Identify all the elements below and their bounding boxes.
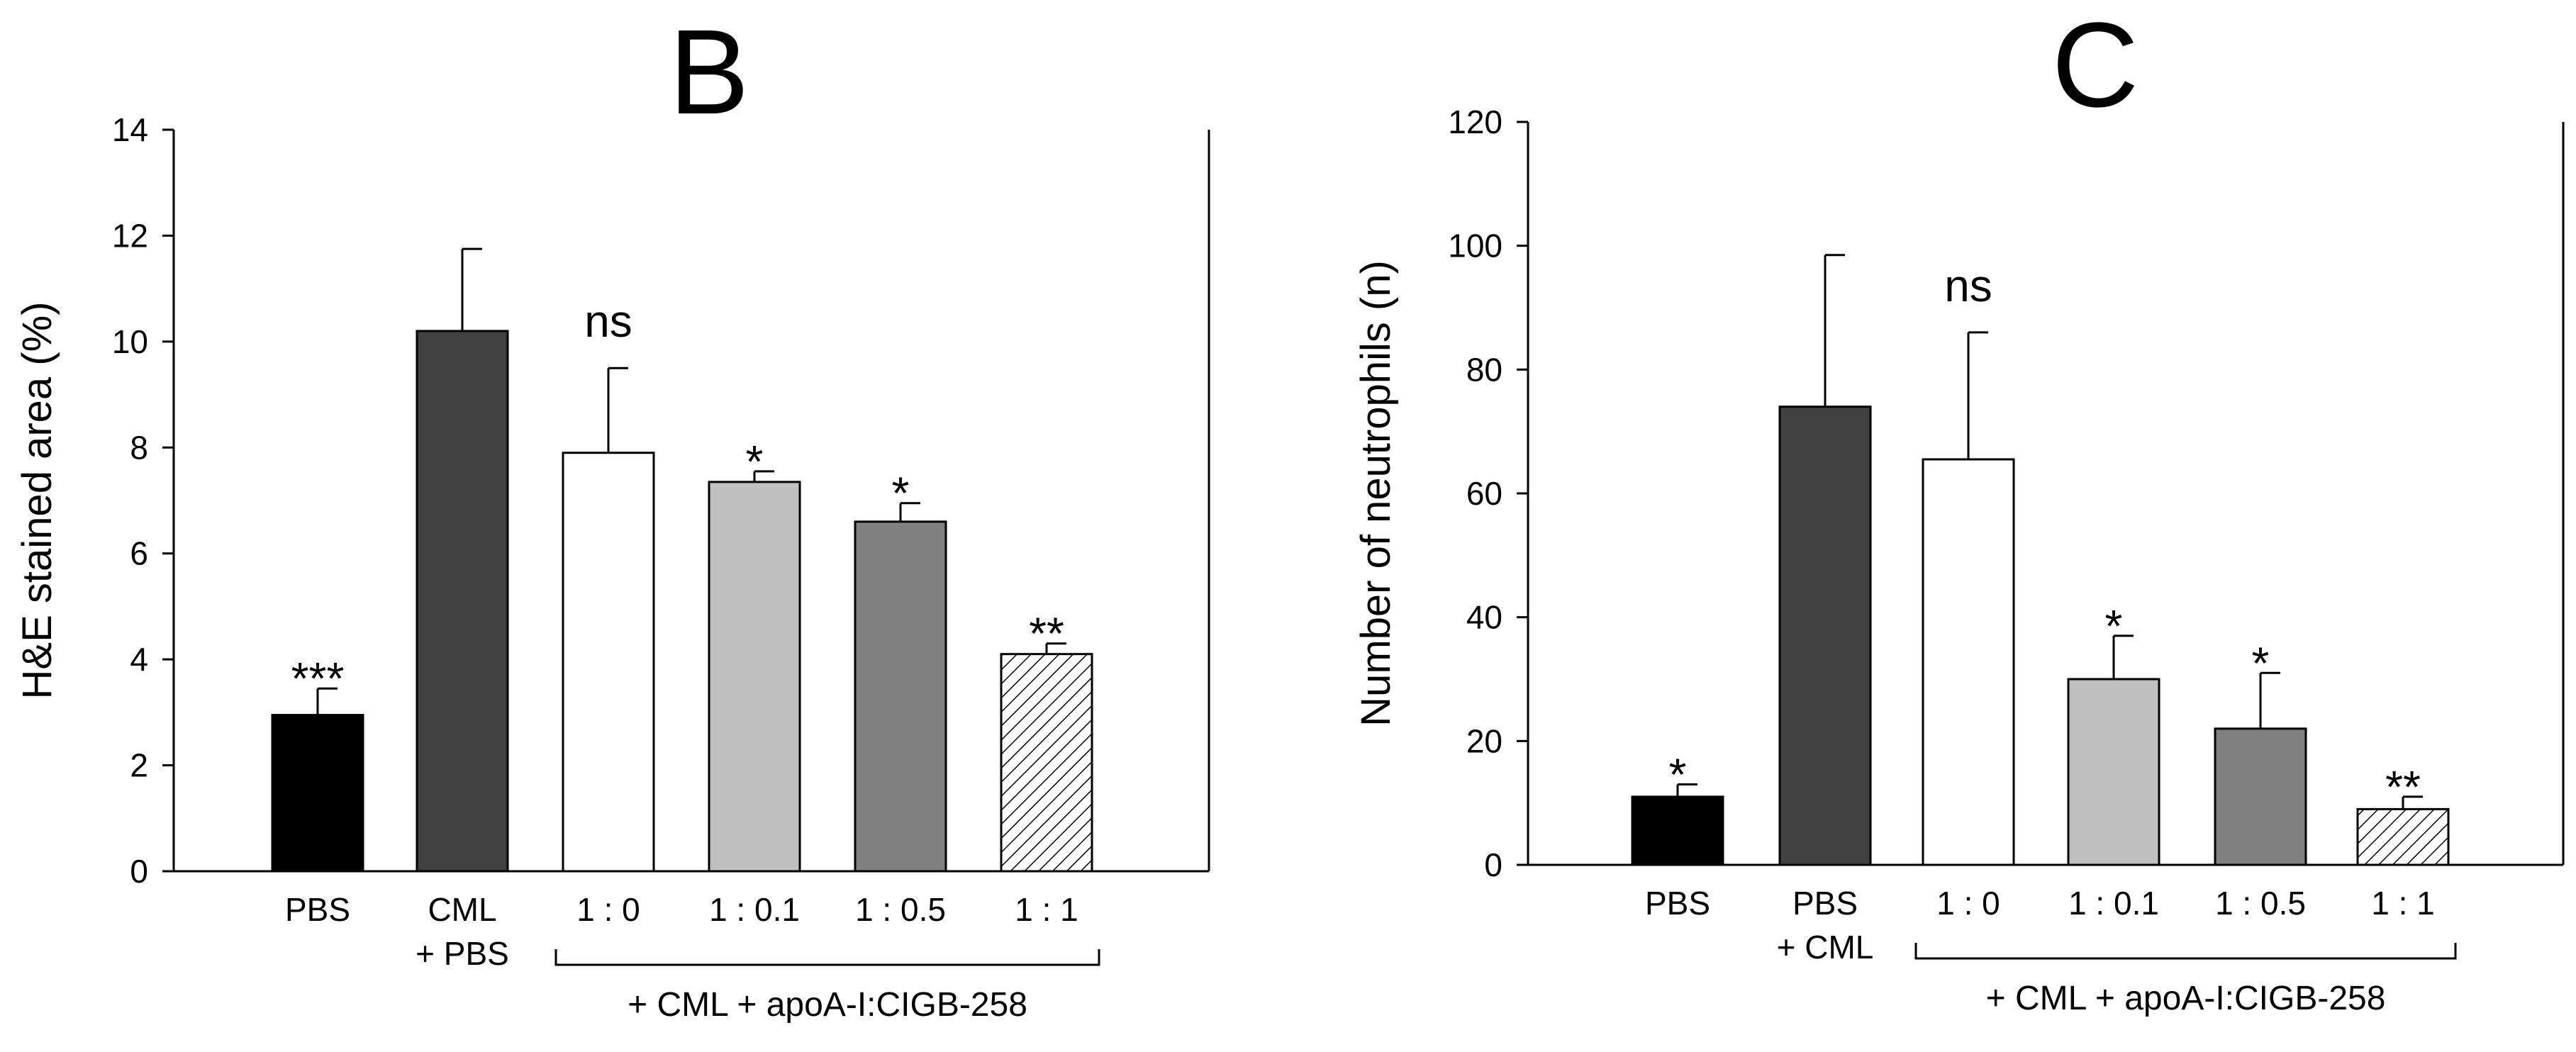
- category-label: 1 : 0.1: [2068, 885, 2159, 922]
- group-bracket: [554, 949, 1100, 966]
- y-tick-label: 2: [130, 747, 148, 784]
- y-tick-label: 40: [1466, 599, 1502, 636]
- y-tick-label: 0: [130, 853, 148, 890]
- bar: [2214, 727, 2307, 866]
- category-label: 1 : 0.1: [709, 891, 800, 928]
- bar: [2067, 678, 2160, 866]
- category-label: + PBS: [416, 935, 509, 972]
- significance-label: **: [1029, 608, 1064, 659]
- y-tick-label: 20: [1466, 722, 1502, 759]
- significance-label: *: [2105, 600, 2123, 651]
- y-axis-label: Number of neutrophils (n): [1353, 260, 1399, 727]
- bar: [271, 714, 364, 873]
- bar: [1000, 653, 1093, 873]
- category-label: PBS: [285, 891, 350, 928]
- significance-label: ns: [584, 296, 632, 347]
- y-tick-label: 80: [1466, 351, 1502, 388]
- group-bracket: [1914, 943, 2457, 960]
- y-tick-label: 14: [112, 111, 148, 148]
- category-label: 1 : 1: [1015, 891, 1078, 928]
- significance-label: **: [2385, 761, 2421, 812]
- y-tick-label: 60: [1466, 475, 1502, 512]
- category-label: PBS: [1792, 885, 1858, 922]
- category-label: PBS: [1645, 885, 1710, 922]
- y-tick-label: 100: [1448, 228, 1502, 264]
- category-label: 1 : 0.5: [2215, 885, 2306, 922]
- category-label: 1 : 0: [1936, 885, 2000, 922]
- group-label: + CML + apoA-I:CIGB-258: [1986, 980, 2386, 1017]
- y-tick-label: 10: [112, 323, 148, 360]
- significance-label: ns: [1944, 260, 1992, 311]
- y-tick-label: 12: [112, 217, 148, 254]
- significance-label: *: [2252, 637, 2270, 688]
- y-tick-label: 0: [1484, 846, 1502, 883]
- significance-label: *: [892, 468, 910, 519]
- bar: [1631, 795, 1724, 866]
- category-label: 1 : 0.5: [855, 891, 946, 928]
- bar: [562, 452, 655, 873]
- y-axis-label: H&E stained area (%): [14, 302, 60, 700]
- significance-label: *: [1669, 749, 1687, 800]
- category-label: CML: [428, 891, 496, 928]
- panel-label: B: [669, 5, 749, 140]
- group-label: + CML + apoA-I:CIGB-258: [628, 986, 1027, 1024]
- category-label: + CML: [1777, 929, 1874, 966]
- significance-label: ***: [291, 653, 345, 704]
- y-tick-label: 4: [130, 641, 148, 678]
- y-tick-label: 8: [130, 429, 148, 466]
- category-label: 1 : 1: [2371, 885, 2435, 922]
- bar: [1778, 405, 1872, 866]
- bar: [416, 330, 509, 873]
- y-tick-label: 120: [1448, 103, 1502, 140]
- chart-panel-c: C 0 20 40 60 80 100 120 Number of neutrophils (n…: [1353, 0, 2565, 1017]
- panel-label: C: [2052, 0, 2139, 133]
- category-label: 1 : 0: [576, 891, 640, 928]
- significance-label: *: [746, 436, 764, 487]
- y-tick-label: 6: [130, 535, 148, 572]
- bar: [854, 520, 947, 873]
- bar: [1922, 458, 2015, 866]
- bar: [2356, 807, 2450, 866]
- bar: [708, 481, 801, 873]
